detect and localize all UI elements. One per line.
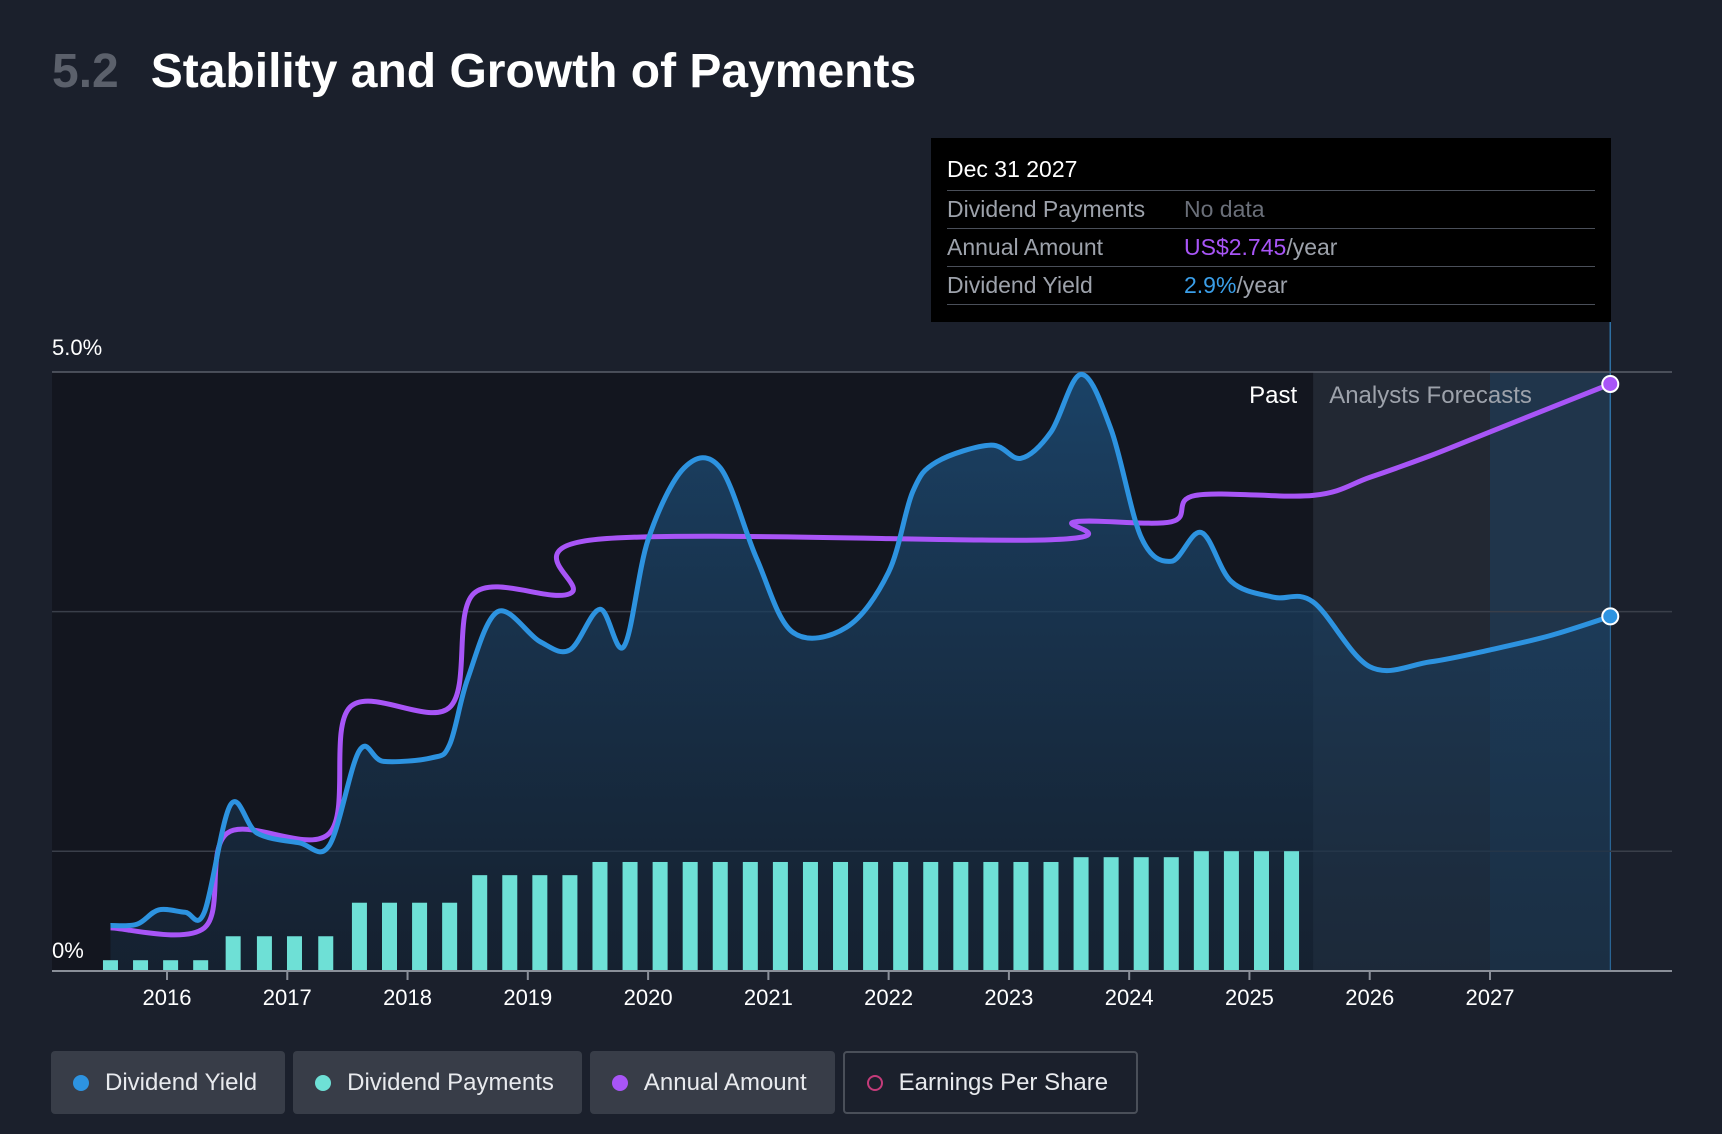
dividend-payment-bar — [412, 902, 428, 971]
dividend-payment-bar — [163, 960, 179, 971]
dividend-payment-bar — [442, 902, 458, 971]
tooltip-unit: /year — [1286, 234, 1338, 260]
dividend-payment-bar — [562, 875, 578, 971]
tooltip-row-annual-amount: Annual Amount US$2.745/year — [947, 229, 1595, 267]
legend-label: Dividend Yield — [105, 1068, 258, 1096]
dividend-payment-bar — [1284, 851, 1300, 971]
dividend-payment-bar — [318, 936, 334, 971]
dividend-payment-bar — [802, 861, 818, 971]
dividend-payment-bar — [923, 861, 939, 971]
dividend-yield-marker — [1601, 607, 1620, 626]
legend-label: Dividend Payments — [347, 1068, 554, 1096]
page-title: Stability and Growth of Payments — [150, 45, 917, 98]
legend-annual-amount[interactable]: Annual Amount — [589, 1051, 835, 1114]
x-tick-label: 2027 — [1466, 985, 1515, 1010]
dividend-payment-bar — [592, 861, 608, 971]
dividend-payment-bar — [225, 936, 241, 971]
dividend-payment-bar — [1103, 857, 1119, 971]
analysts-forecasts-label: Analysts Forecasts — [1329, 382, 1532, 409]
chart-legend: Dividend Yield Dividend Payments Annual … — [51, 1051, 1146, 1114]
dividend-payment-bar — [1133, 857, 1149, 971]
dividend-payment-bar — [286, 936, 302, 971]
dividend-payment-bar — [133, 960, 149, 971]
legend-label: Earnings Per Share — [898, 1068, 1109, 1096]
dividend-payment-bar — [102, 960, 118, 971]
dividend-payment-bar — [1043, 861, 1059, 971]
section-header: 5.2 Stability and Growth of Payments — [52, 44, 916, 99]
tooltip-value: US$2.745 — [1184, 234, 1287, 260]
dividend-payment-bar — [712, 861, 728, 971]
dividend-payment-bar — [1073, 857, 1089, 971]
chart-tooltip: Dec 31 2027 Dividend Payments No data An… — [931, 138, 1611, 322]
tooltip-label: Dividend Yield — [947, 272, 1093, 298]
x-tick-label: 2023 — [984, 985, 1033, 1010]
dividend-payment-bar — [1253, 851, 1269, 971]
x-tick-label: 2019 — [503, 985, 552, 1010]
dividend-payment-bar — [532, 875, 548, 971]
section-number: 5.2 — [52, 45, 119, 98]
past-label: Past — [1249, 382, 1297, 409]
y-axis-label-bottom: 0% — [52, 938, 84, 963]
legend-ring-icon — [866, 1074, 883, 1091]
dividend-payment-bar — [502, 875, 518, 971]
dividend-payment-bar — [622, 861, 638, 971]
dividend-payment-bar — [1163, 857, 1179, 971]
dividend-payment-bar — [652, 861, 668, 971]
dividend-payment-bar — [472, 875, 488, 971]
dividend-payment-bar — [742, 861, 758, 971]
annual-amount-line — [110, 381, 1612, 938]
x-tick-label: 2020 — [624, 985, 673, 1010]
dividend-payment-bar — [983, 861, 999, 971]
dividend-payment-bar — [1193, 851, 1209, 971]
tooltip-label: Dividend Payments — [947, 196, 1146, 222]
legend-dot-icon — [73, 1074, 89, 1091]
dividend-yield-line — [110, 371, 1612, 929]
tooltip-value: 2.9% — [1184, 272, 1237, 298]
dividend-payment-bar — [893, 861, 909, 971]
x-tick-label: 2018 — [383, 985, 432, 1010]
dividend-payment-bar — [351, 902, 367, 971]
x-tick-label: 2017 — [263, 985, 312, 1010]
dividend-yield-area — [110, 374, 1611, 971]
x-tick-label: 2025 — [1225, 985, 1274, 1010]
legend-dividend-yield[interactable]: Dividend Yield — [51, 1051, 286, 1114]
legend-label: Annual Amount — [643, 1068, 807, 1096]
tooltip-row-dividend-payments: Dividend Payments No data — [947, 191, 1595, 229]
x-axis-ticks: 2016 2017 2018 2019 2020 2021 2022 2023 2024 2025… — [143, 971, 1515, 1010]
legend-dividend-payments[interactable]: Dividend Payments — [293, 1051, 582, 1114]
dividend-payment-bar — [382, 902, 398, 971]
dividend-payment-bar — [1013, 861, 1029, 971]
dividend-payment-bar — [1223, 851, 1239, 971]
tooltip-value: No data — [1184, 196, 1265, 222]
legend-dot-icon — [611, 1074, 628, 1091]
dividend-payment-bar — [833, 861, 849, 971]
dividend-payment-bar — [953, 861, 969, 971]
x-tick-label: 2016 — [143, 985, 192, 1010]
tooltip-date: Dec 31 2027 — [947, 156, 1595, 191]
x-tick-label: 2022 — [864, 985, 913, 1010]
y-axis-label-top: 5.0% — [52, 335, 102, 360]
dividend-payments-bars — [102, 851, 1300, 971]
tooltip-unit: /year — [1236, 272, 1288, 298]
annual-amount-marker — [1601, 374, 1620, 393]
dividend-payment-bar — [682, 861, 698, 971]
legend-dot-icon — [315, 1074, 332, 1091]
x-tick-label: 2021 — [744, 985, 793, 1010]
x-tick-label: 2024 — [1105, 985, 1154, 1010]
dividend-payment-bar — [256, 936, 272, 971]
x-tick-label: 2026 — [1345, 985, 1394, 1010]
dividend-payment-bar — [772, 861, 788, 971]
tooltip-row-dividend-yield: Dividend Yield 2.9%/year — [947, 267, 1595, 305]
dividend-payment-bar — [863, 861, 879, 971]
dividend-payment-bar — [193, 960, 209, 971]
legend-earnings-per-share[interactable]: Earnings Per Share — [842, 1051, 1139, 1114]
tooltip-label: Annual Amount — [947, 234, 1104, 260]
